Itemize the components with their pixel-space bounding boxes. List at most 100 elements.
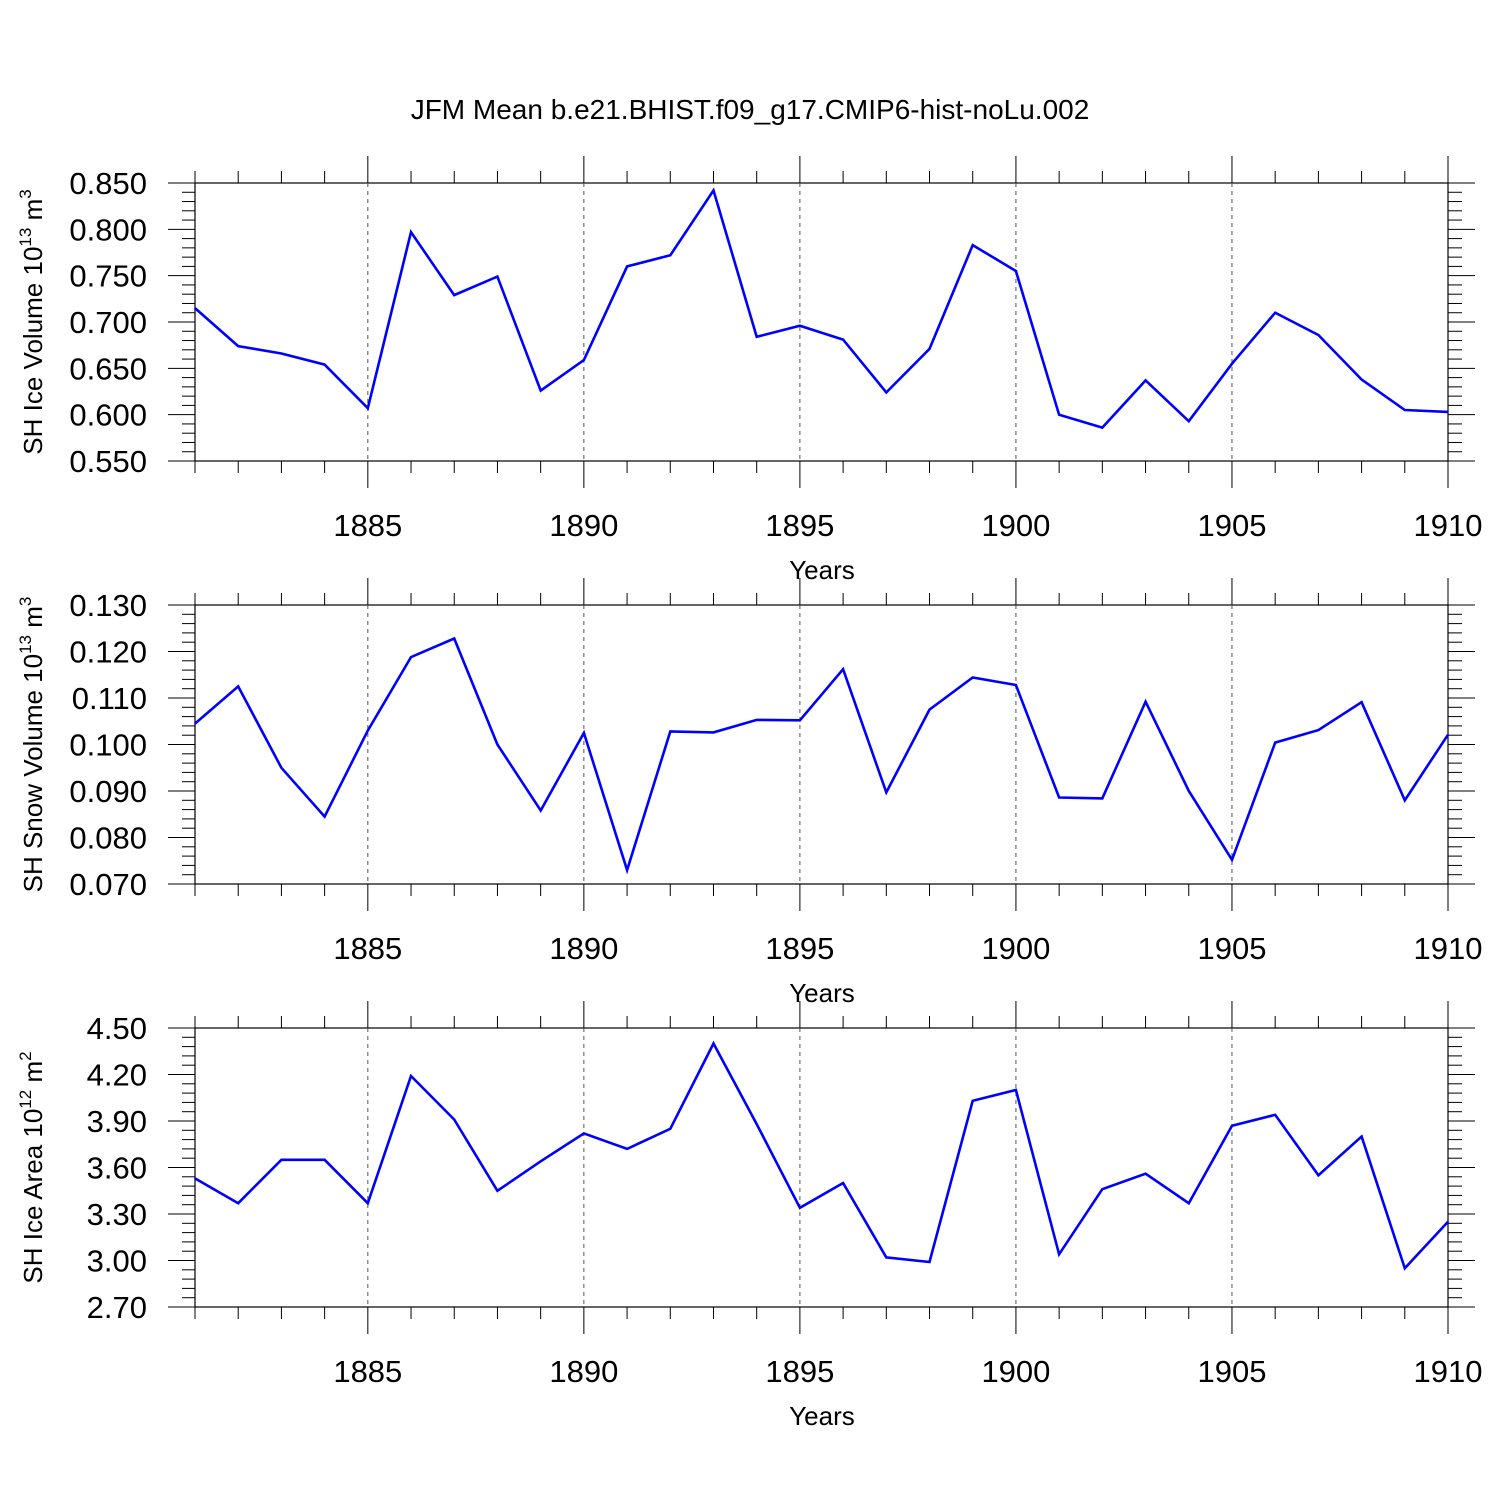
data-point (237, 345, 240, 347)
data-point (1317, 334, 1320, 336)
data-point (323, 815, 326, 818)
data-point (928, 348, 931, 350)
data-point (453, 637, 456, 640)
data-series-line (194, 636, 1450, 875)
data-series-line (194, 1040, 1449, 1271)
data-point (496, 1189, 499, 1192)
y-tick-label: 0.550 (69, 444, 147, 479)
x-tick-label: 1885 (333, 931, 402, 966)
y-tick-label: 0.080 (69, 821, 147, 856)
data-point (755, 1123, 758, 1125)
y-tick-label: 0.090 (69, 774, 147, 809)
data-point (539, 809, 542, 812)
data-point (1187, 1202, 1190, 1204)
data-point (1403, 799, 1406, 802)
y-tick-label: 3.60 (87, 1151, 147, 1186)
data-point (1231, 859, 1233, 861)
data-point (842, 1182, 844, 1184)
data-point (453, 1118, 456, 1121)
x-axis-label: Years (789, 1401, 855, 1431)
data-point (367, 1202, 369, 1204)
y-tick-label: 0.800 (69, 212, 147, 247)
data-point (1447, 733, 1449, 736)
data-point (237, 685, 240, 688)
x-tick-label: 1895 (765, 1354, 834, 1389)
data-point (367, 407, 369, 409)
data-point (1015, 684, 1017, 686)
x-tick-label: 1905 (1197, 1354, 1266, 1389)
data-point (496, 275, 499, 278)
data-point (1058, 796, 1060, 799)
data-point (194, 722, 196, 725)
x-tick-label: 1910 (1414, 508, 1483, 543)
data-point (626, 265, 628, 268)
data-point (1015, 1089, 1017, 1091)
data-point (1144, 379, 1147, 382)
data-point (1274, 741, 1276, 744)
data-point (1231, 362, 1233, 365)
data-point (626, 1148, 628, 1150)
data-point (755, 719, 758, 721)
data-point (410, 656, 412, 658)
data-point (885, 791, 888, 794)
data-point (410, 231, 412, 233)
data-point (1274, 1114, 1276, 1116)
y-tick-label: 4.50 (87, 1011, 147, 1046)
data-point (453, 294, 456, 296)
data-point (669, 254, 672, 257)
x-tick-label: 1905 (1197, 508, 1266, 543)
plot-frame (194, 1027, 1449, 1308)
x-tick-label: 1905 (1197, 931, 1266, 966)
x-axis-label: Years (789, 555, 855, 585)
data-point (237, 1202, 240, 1204)
data-point (1360, 701, 1363, 703)
data-point (280, 352, 283, 355)
data-point (1274, 311, 1276, 314)
x-tick-label: 1900 (981, 931, 1050, 966)
data-point (842, 668, 844, 670)
data-point (799, 324, 801, 327)
y-tick-label: 2.70 (87, 1290, 147, 1325)
data-point (1447, 411, 1449, 413)
data-point (539, 1160, 542, 1163)
plot-frame (194, 604, 1449, 885)
chart-panel-1: 1885 1890 1895 1900 1905 1910 0.550 0.600 0.650 0… (16, 156, 1482, 585)
y-tick-label: 0.650 (69, 351, 147, 386)
chart-panel-2: 1885 1890 1895 1900 1905 1910 0.070 0.080 0.090 0… (16, 578, 1482, 1008)
data-point (323, 1158, 326, 1161)
y-tick-label: 0.130 (69, 588, 147, 623)
data-point (583, 732, 585, 734)
data-point (280, 766, 283, 769)
y-tick-label: 3.00 (87, 1244, 147, 1279)
x-axis-label: Years (789, 978, 855, 1008)
data-point (1447, 1220, 1449, 1223)
x-tick-label: 1895 (765, 931, 834, 966)
x-tick-label: 1885 (333, 1354, 402, 1389)
plot-frame (194, 182, 1449, 462)
data-point (323, 363, 326, 366)
data-point (410, 1075, 412, 1077)
data-point (1403, 409, 1406, 411)
data-point (1058, 413, 1060, 416)
chart-panel-3: 1885 1890 1895 1900 1905 1910 2.70 3.00 3.30 3.60… (16, 1001, 1482, 1431)
data-point (1317, 1174, 1320, 1177)
data-point (1360, 378, 1363, 381)
data-point (280, 1158, 283, 1161)
data-point (583, 1132, 585, 1135)
y-axis-label: SH Snow Volume 1013 m3 (16, 597, 48, 893)
y-tick-label: 4.20 (87, 1058, 147, 1093)
y-tick-label: 0.100 (69, 728, 147, 763)
data-point (1231, 1124, 1233, 1127)
data-point (1058, 1253, 1060, 1256)
data-point (928, 708, 931, 711)
x-tick-label: 1890 (549, 931, 618, 966)
data-point (194, 307, 196, 309)
y-tick-label: 0.700 (69, 305, 147, 340)
data-series-line (194, 187, 1449, 430)
data-point (1187, 790, 1190, 792)
x-tick-label: 1900 (981, 1354, 1050, 1389)
data-point (971, 244, 974, 246)
data-point (1403, 1267, 1406, 1270)
data-point (626, 869, 628, 871)
data-point (1101, 426, 1104, 429)
